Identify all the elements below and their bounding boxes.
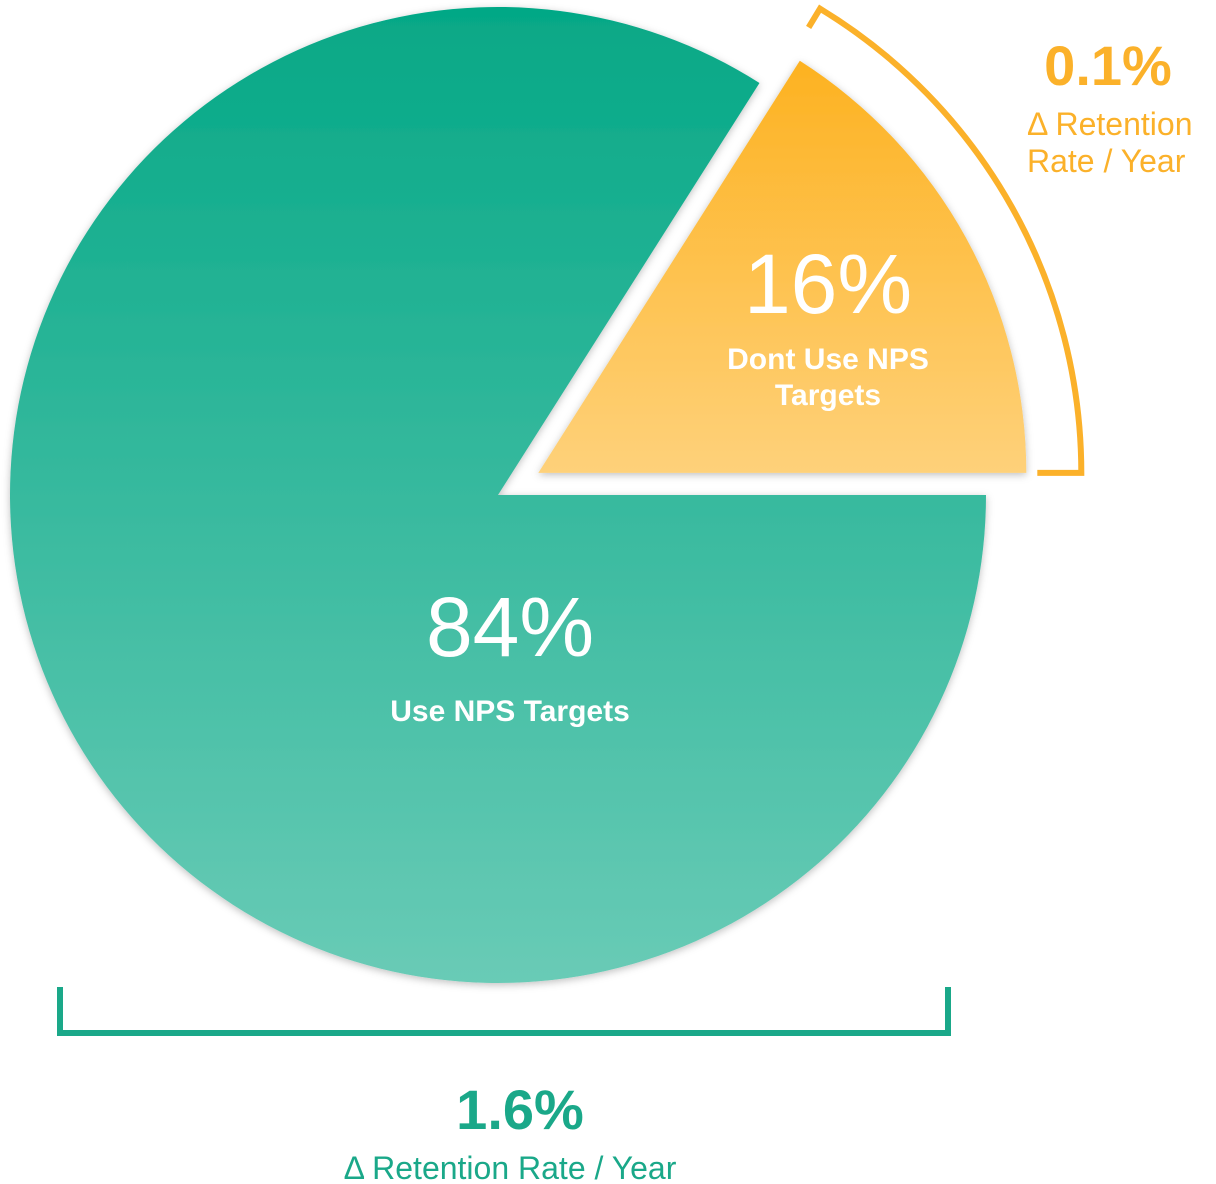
annotation-value: 0.1%: [1044, 34, 1172, 97]
annotation-value: 1.6%: [456, 1078, 584, 1141]
value-label: 16%: [743, 237, 913, 331]
slices: [9, 6, 1027, 983]
pie-slice: [9, 6, 986, 983]
category-label: Use NPS Targets: [390, 695, 630, 728]
orange-bracket: [806, 4, 1085, 476]
pie-slice: [538, 60, 1027, 473]
annotation-label: Δ Retention Rate / Year: [343, 1150, 677, 1184]
value-label: 84%: [425, 580, 595, 674]
green-bracket: [57, 987, 951, 1036]
annotation-label: Δ Retention Rate / Year: [1027, 106, 1193, 179]
category-label: Dont Use NPS Targets: [727, 343, 929, 412]
